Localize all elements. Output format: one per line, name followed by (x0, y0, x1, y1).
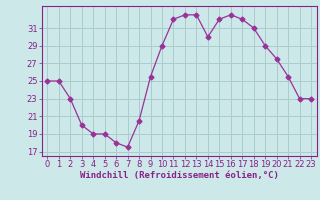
X-axis label: Windchill (Refroidissement éolien,°C): Windchill (Refroidissement éolien,°C) (80, 171, 279, 180)
